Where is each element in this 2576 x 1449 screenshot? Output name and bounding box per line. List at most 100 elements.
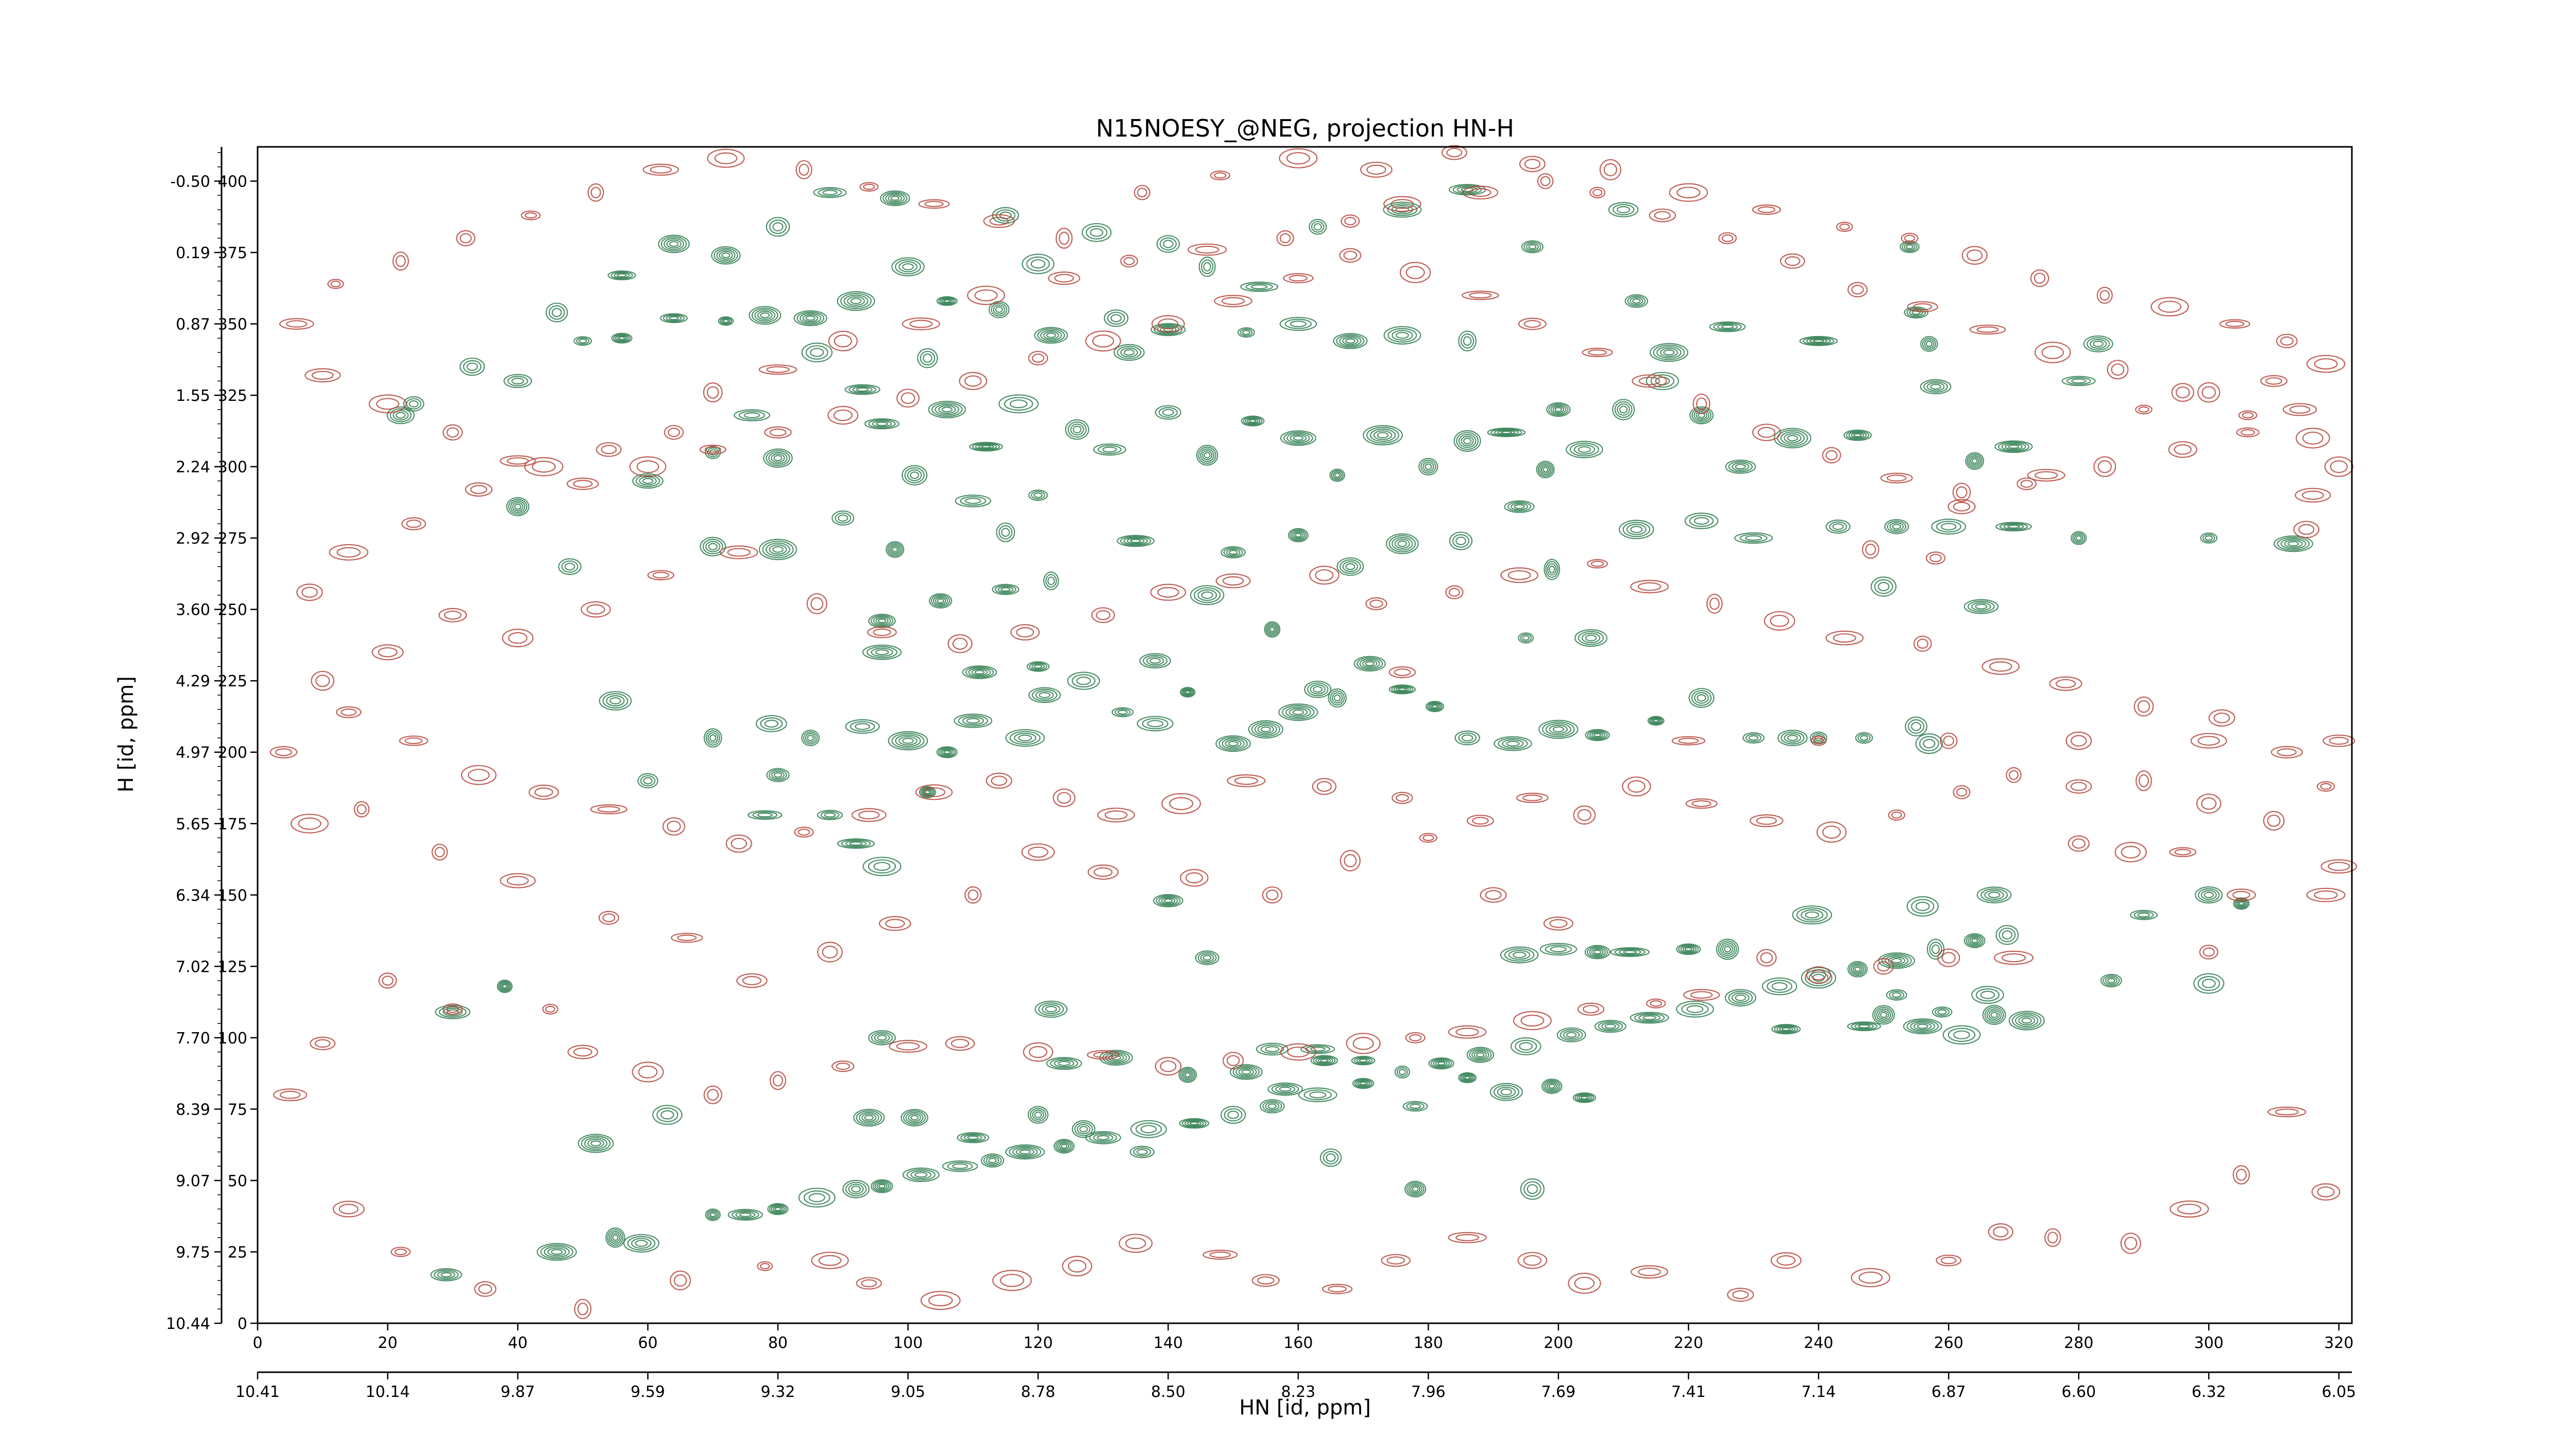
contour-ring [931, 402, 963, 417]
y-ppm-tick-label: 1.55 [176, 387, 210, 405]
contour-ring [1072, 674, 1096, 688]
contour-ring [1877, 582, 1890, 592]
contour-ring [1150, 323, 1186, 336]
contour-ring [910, 1115, 919, 1121]
positive-peak [546, 302, 568, 323]
positive-peak [954, 713, 993, 728]
contour-ring [2324, 456, 2353, 477]
contour-ring [1500, 567, 1538, 583]
contour-ring [1519, 1042, 1533, 1051]
contour-ring [1500, 1088, 1513, 1096]
contour-ring [2044, 1228, 2061, 1247]
contour-ring [2138, 406, 2149, 413]
contour-ring [1015, 1148, 1035, 1156]
negative-peak [378, 972, 397, 989]
contour-ring [1351, 1056, 1376, 1066]
contour-ring [315, 675, 330, 687]
contour-ring [1097, 807, 1136, 822]
positive-peak [2195, 886, 2223, 904]
contour-ring [1034, 1111, 1042, 1118]
contour-ring [1359, 1058, 1368, 1063]
contour-ring [2197, 736, 2221, 746]
contour-ring [1988, 891, 2001, 899]
contour-ring [2208, 709, 2235, 727]
contour-ring [1383, 201, 1422, 218]
contour-ring [1262, 886, 1283, 904]
contour-ring [578, 1134, 614, 1153]
contour-ring [896, 389, 920, 408]
contour-ring [1369, 599, 1383, 608]
y-index-tick-label: 350 [218, 316, 247, 334]
negative-peak [2227, 888, 2256, 902]
contour-ring [1291, 530, 1306, 540]
negative-peak [368, 394, 407, 414]
negative-peak [2276, 333, 2298, 348]
contour-ring [2201, 797, 2217, 810]
negative-peak [1513, 1011, 1552, 1031]
contour-ring [942, 1160, 978, 1172]
positive-peak [1022, 254, 1055, 275]
contour-ring [605, 1227, 625, 1248]
contour-ring [1339, 559, 1361, 574]
contour-ring [304, 368, 341, 383]
contour-ring [2072, 532, 2086, 544]
contour-ring [1012, 1147, 1038, 1157]
contour-ring [1691, 408, 1711, 423]
contour-ring [1455, 1027, 1479, 1037]
contour-ring [890, 545, 900, 554]
contour-ring [1008, 1145, 1042, 1158]
negative-peak [1752, 424, 1781, 442]
contour-ring [1967, 600, 1995, 613]
contour-ring [2277, 536, 2310, 551]
contour-ring [2103, 975, 2120, 986]
contour-ring [1552, 726, 1565, 733]
contour-ring [1087, 1050, 1120, 1060]
x-ppm-tick-label: 6.05 [2321, 1383, 2356, 1401]
negative-peak [353, 801, 370, 818]
negative-peak [1010, 624, 1040, 641]
contour-ring [1976, 886, 2012, 904]
contour-ring [1290, 434, 1307, 442]
contour-ring [1143, 654, 1168, 667]
positive-peak [1027, 1106, 1049, 1124]
contour-ring [1183, 689, 1192, 695]
contour-ring [749, 306, 782, 325]
contour-ring [1630, 526, 1643, 533]
contour-ring [581, 1135, 611, 1152]
contour-ring [972, 443, 1001, 451]
contour-ring [1988, 1223, 2013, 1241]
contour-ring [1956, 486, 1968, 499]
contour-ring [1053, 1139, 1075, 1154]
contour-ring [1425, 701, 1444, 712]
negative-peak [273, 1088, 308, 1102]
positive-peak [1619, 519, 1654, 540]
contour-ring [767, 1203, 789, 1215]
contour-ring [1072, 1120, 1096, 1138]
negative-peak [1568, 1273, 1601, 1294]
contour-ring [1326, 1153, 1336, 1162]
contour-ring [1995, 521, 2032, 532]
contour-ring [1689, 406, 1714, 425]
contour-ring [332, 1201, 365, 1218]
positive-peak [700, 536, 726, 557]
negative-peak [1888, 809, 1906, 821]
negative-peak [817, 941, 843, 963]
negative-peak [2197, 382, 2221, 403]
contour-ring [1043, 571, 1059, 591]
negative-peak [699, 444, 726, 454]
contour-ring [888, 194, 903, 203]
contour-ring [832, 510, 855, 526]
contour-ring [1345, 563, 1355, 570]
contour-ring [1278, 703, 1318, 721]
contour-ring [1593, 950, 1602, 955]
contour-ring [613, 333, 631, 343]
positive-peak [1046, 1057, 1082, 1070]
contour-ring [478, 1284, 493, 1294]
contour-ring [1242, 330, 1250, 335]
contour-ring [1463, 336, 1472, 346]
contour-ring [1750, 814, 1784, 828]
contour-ring [399, 735, 429, 746]
x-ppm-tick-label: 9.87 [501, 1383, 535, 1401]
negative-peak [401, 517, 426, 531]
negative-peak [2093, 456, 2116, 477]
